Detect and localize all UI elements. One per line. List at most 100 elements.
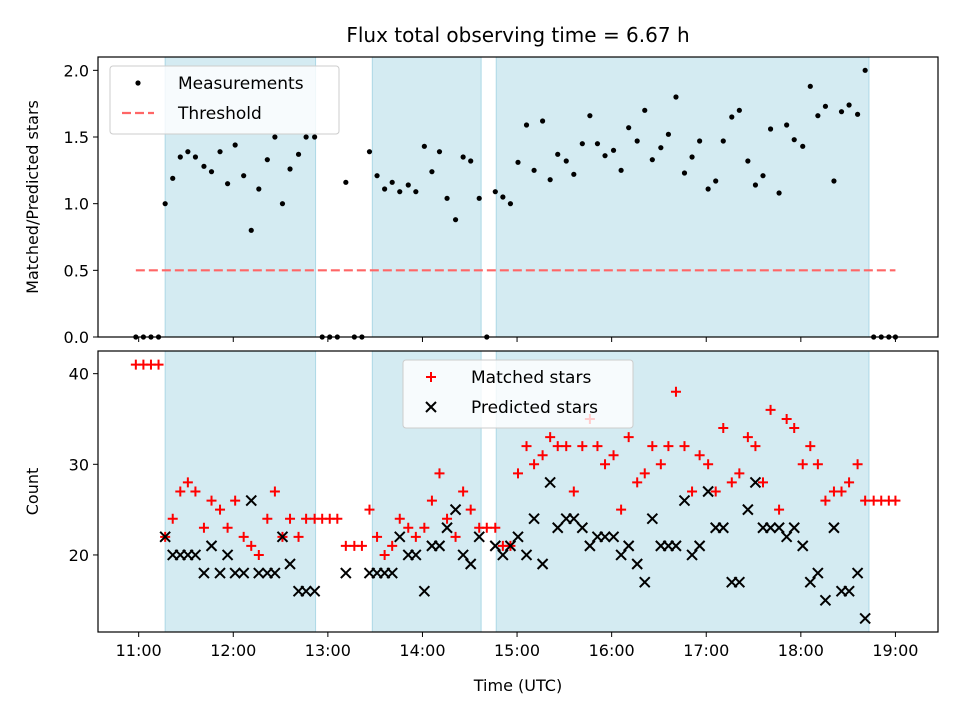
y-tick-label: 1.0 bbox=[64, 195, 89, 214]
data-point bbox=[789, 423, 800, 434]
data-point bbox=[465, 504, 476, 515]
x-tick-label: 16:00 bbox=[589, 641, 635, 660]
data-point bbox=[237, 567, 250, 579]
data-point bbox=[500, 194, 506, 200]
data-point bbox=[670, 540, 682, 552]
y-tick-label: 40 bbox=[69, 365, 89, 384]
y-tick-label: 2.0 bbox=[64, 61, 89, 80]
data-point bbox=[457, 549, 469, 561]
data-point bbox=[433, 540, 446, 552]
data-point bbox=[536, 558, 549, 570]
data-point bbox=[214, 567, 226, 579]
data-point bbox=[444, 195, 450, 201]
data-point bbox=[750, 441, 761, 452]
data-point bbox=[382, 186, 388, 192]
data-point bbox=[568, 512, 580, 525]
data-point bbox=[713, 178, 719, 184]
data-point bbox=[678, 494, 691, 507]
data-point bbox=[687, 486, 698, 497]
data-point bbox=[208, 169, 215, 175]
data-point bbox=[284, 558, 296, 570]
data-point bbox=[356, 540, 367, 551]
data-point bbox=[622, 540, 635, 552]
data-point bbox=[561, 441, 572, 452]
data-point bbox=[555, 151, 561, 157]
data-point bbox=[618, 167, 624, 173]
data-point bbox=[819, 594, 832, 606]
observing-window-3 bbox=[495, 56, 870, 338]
data-point bbox=[734, 468, 745, 479]
data-point bbox=[752, 182, 759, 188]
data-point bbox=[729, 114, 735, 120]
data-point bbox=[726, 477, 737, 488]
data-point bbox=[201, 163, 207, 169]
data-point bbox=[175, 486, 186, 497]
data-point bbox=[846, 102, 852, 108]
data-point bbox=[663, 441, 674, 452]
data-point bbox=[492, 189, 498, 195]
legend-box bbox=[109, 65, 340, 135]
data-point bbox=[686, 549, 698, 561]
data-point bbox=[577, 441, 588, 452]
data-point bbox=[253, 567, 265, 579]
data-point bbox=[780, 531, 793, 543]
data-point bbox=[205, 540, 218, 552]
data-point bbox=[366, 149, 373, 155]
data-point bbox=[162, 201, 168, 207]
data-point bbox=[697, 138, 703, 144]
data-point bbox=[626, 125, 632, 131]
data-point bbox=[256, 186, 262, 192]
data-point bbox=[791, 137, 797, 143]
legend-marker bbox=[135, 80, 141, 86]
data-point bbox=[182, 477, 193, 488]
legend-label: Predicted stars bbox=[471, 398, 598, 418]
data-point bbox=[531, 167, 537, 173]
data-point bbox=[851, 567, 864, 579]
data-point bbox=[694, 450, 705, 461]
data-point bbox=[584, 540, 596, 552]
data-point bbox=[308, 585, 321, 597]
y-tick-label: 1.5 bbox=[64, 128, 89, 147]
data-point bbox=[468, 158, 474, 164]
data-point bbox=[374, 173, 380, 179]
legend: Matched stars Predicted stars bbox=[402, 359, 634, 429]
data-point bbox=[788, 522, 800, 534]
y-tick-label: 0.5 bbox=[64, 261, 89, 280]
data-point bbox=[224, 181, 231, 187]
data-point bbox=[153, 359, 164, 370]
data-point bbox=[269, 486, 280, 497]
x-tick-label: 11:00 bbox=[116, 641, 162, 660]
data-point bbox=[262, 513, 273, 524]
data-point bbox=[807, 83, 813, 89]
data-point bbox=[481, 522, 492, 533]
x-tick-label: 15:00 bbox=[494, 641, 540, 660]
data-point bbox=[276, 531, 289, 543]
data-point bbox=[264, 157, 270, 163]
legend-marker bbox=[425, 401, 437, 413]
data-point bbox=[232, 142, 238, 148]
data-point bbox=[665, 131, 672, 137]
data-point bbox=[890, 495, 901, 506]
chart-title: Flux total observing time = 6.67 h bbox=[346, 23, 689, 47]
data-point bbox=[862, 67, 868, 73]
data-point bbox=[718, 423, 729, 434]
data-point bbox=[410, 549, 422, 561]
data-point bbox=[681, 170, 688, 176]
data-point bbox=[815, 113, 821, 119]
data-point bbox=[285, 513, 296, 524]
data-point bbox=[397, 189, 403, 195]
x-tick-label: 12:00 bbox=[210, 641, 256, 660]
data-point bbox=[515, 159, 521, 165]
data-point bbox=[245, 494, 257, 507]
data-point bbox=[198, 567, 210, 579]
data-point bbox=[592, 441, 603, 452]
axes-frame bbox=[97, 350, 939, 633]
data-point bbox=[852, 459, 863, 470]
data-point bbox=[608, 450, 619, 461]
legend-label: Threshold bbox=[177, 104, 262, 124]
data-point bbox=[544, 476, 556, 489]
data-point bbox=[521, 441, 532, 452]
y-axis-label: Count bbox=[23, 468, 42, 516]
data-point bbox=[490, 522, 501, 533]
